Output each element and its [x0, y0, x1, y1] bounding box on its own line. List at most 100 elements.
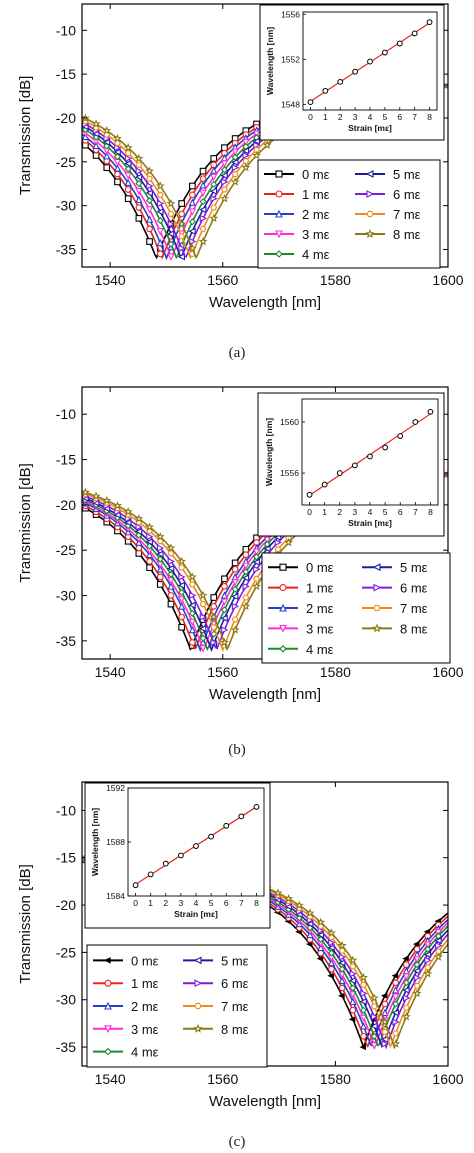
marker-star	[316, 917, 326, 927]
x-tick-label: 1600	[432, 1071, 463, 1087]
legend-label: 1 mε	[302, 187, 330, 202]
marker-circle	[124, 186, 132, 193]
marker-triangle-right	[210, 638, 218, 647]
y-tick-label: -25	[56, 944, 76, 960]
marker-triangle-left	[145, 189, 153, 197]
marker-circle	[242, 551, 250, 559]
x-tick-label: 1540	[95, 272, 126, 288]
inset-data-point	[321, 481, 328, 488]
marker-triangle-left	[241, 574, 250, 582]
marker-diamond	[156, 217, 164, 225]
marker-triangle-down	[252, 130, 261, 138]
marker-square	[221, 144, 228, 152]
marker-triangle-right	[360, 989, 368, 998]
y-tick-label: -15	[56, 850, 76, 866]
marker-triangle-right	[424, 956, 432, 965]
legend-label: 5 mε	[400, 560, 428, 575]
marker-triangle-left	[166, 230, 175, 238]
marker-star	[187, 243, 197, 253]
inset-data-point	[238, 813, 245, 820]
y-tick-label: -25	[56, 542, 76, 558]
marker-triangle-up	[92, 141, 100, 149]
marker-diamond	[124, 165, 132, 173]
marker-triangle-up	[359, 1022, 368, 1030]
legend-label: 0 mε	[302, 167, 330, 182]
inset-x-tick-label: 4	[368, 507, 373, 517]
x-tick-label: 1580	[320, 272, 351, 288]
marker-triangle-up	[177, 602, 186, 610]
marker-star	[123, 142, 133, 152]
marker-triangle-left	[231, 158, 239, 166]
inset-data-point	[381, 49, 388, 56]
marker-triangle-right	[199, 214, 208, 223]
marker-diamond	[402, 979, 410, 987]
inset-x-tick-label: 4	[194, 898, 199, 908]
marker-triangle-down	[252, 548, 261, 557]
y-tick-label: -35	[56, 241, 76, 257]
marker-triangle-left	[434, 937, 442, 945]
marker-triangle-left	[220, 171, 228, 180]
marker-star	[305, 908, 315, 917]
legend-label: 8 mε	[221, 1022, 249, 1037]
marker-star	[187, 572, 197, 581]
y-tick-label: -20	[56, 497, 76, 513]
legend-label: 6 mε	[400, 581, 428, 596]
x-tick-label: 1600	[432, 664, 463, 680]
marker-hexagon	[349, 963, 357, 970]
marker-star	[326, 928, 336, 937]
marker-star	[273, 888, 283, 897]
inset-x-tick-label: 3	[353, 112, 358, 122]
marker-tri-left	[391, 972, 399, 979]
marker-circle	[135, 544, 143, 552]
marker-star	[177, 556, 187, 566]
marker-triangle-right	[242, 582, 250, 591]
marker-hexagon	[167, 210, 175, 217]
marker-diamond	[199, 197, 207, 206]
marker-triangle-right	[124, 154, 133, 163]
inset-data-point	[177, 852, 184, 859]
marker-hexagon	[373, 604, 381, 612]
marker-star	[82, 487, 90, 497]
marker-triangle-down	[359, 1014, 368, 1023]
marker-triangle-left	[166, 564, 175, 573]
marker-circle	[199, 175, 207, 183]
marker-tri-left	[412, 941, 420, 948]
marker-star	[209, 612, 219, 621]
marker-tri-left	[316, 955, 324, 962]
inset-data-point	[336, 470, 343, 476]
marker-diamond	[220, 606, 229, 614]
marker-square	[279, 563, 287, 571]
marker-triangle-right	[413, 973, 422, 982]
marker-triangle-down	[242, 562, 250, 571]
marker-star	[230, 625, 240, 634]
inset-x-tick-label: 7	[412, 112, 417, 122]
inset-y-tick-label: 1556	[280, 468, 299, 478]
marker-star	[365, 229, 375, 239]
marker-star	[337, 940, 347, 950]
marker-circle	[338, 984, 346, 992]
marker-triangle-down	[124, 172, 132, 180]
marker-triangle-down	[349, 991, 357, 999]
marker-triangle-up	[156, 565, 164, 573]
marker-triangle-left	[370, 1022, 378, 1030]
marker-triangle-right	[349, 970, 357, 978]
panel-caption: (c)	[229, 1134, 246, 1150]
marker-star	[198, 236, 208, 246]
marker-diamond	[178, 588, 186, 596]
marker-tri-left	[359, 1043, 367, 1051]
marker-star	[145, 166, 155, 175]
legend-label: 7 mε	[400, 601, 428, 616]
marker-tri-left	[402, 955, 409, 962]
marker-square	[156, 581, 164, 588]
marker-circle	[328, 965, 335, 973]
chart-panel-1: 1540 1560 1580 1600-10-15-20-25-30-35Wavele…	[17, 3, 464, 361]
marker-triangle-left	[316, 931, 325, 939]
marker-triangle-down	[231, 579, 239, 587]
marker-triangle-down	[402, 973, 411, 981]
marker-hexagon	[210, 204, 218, 211]
inset-data-point	[427, 408, 434, 415]
marker-triangle-left	[102, 138, 111, 146]
marker-triangle-down	[104, 1025, 112, 1034]
x-axis-title: Wavelength [nm]	[209, 294, 321, 311]
legend-label: 3 mε	[302, 227, 330, 242]
